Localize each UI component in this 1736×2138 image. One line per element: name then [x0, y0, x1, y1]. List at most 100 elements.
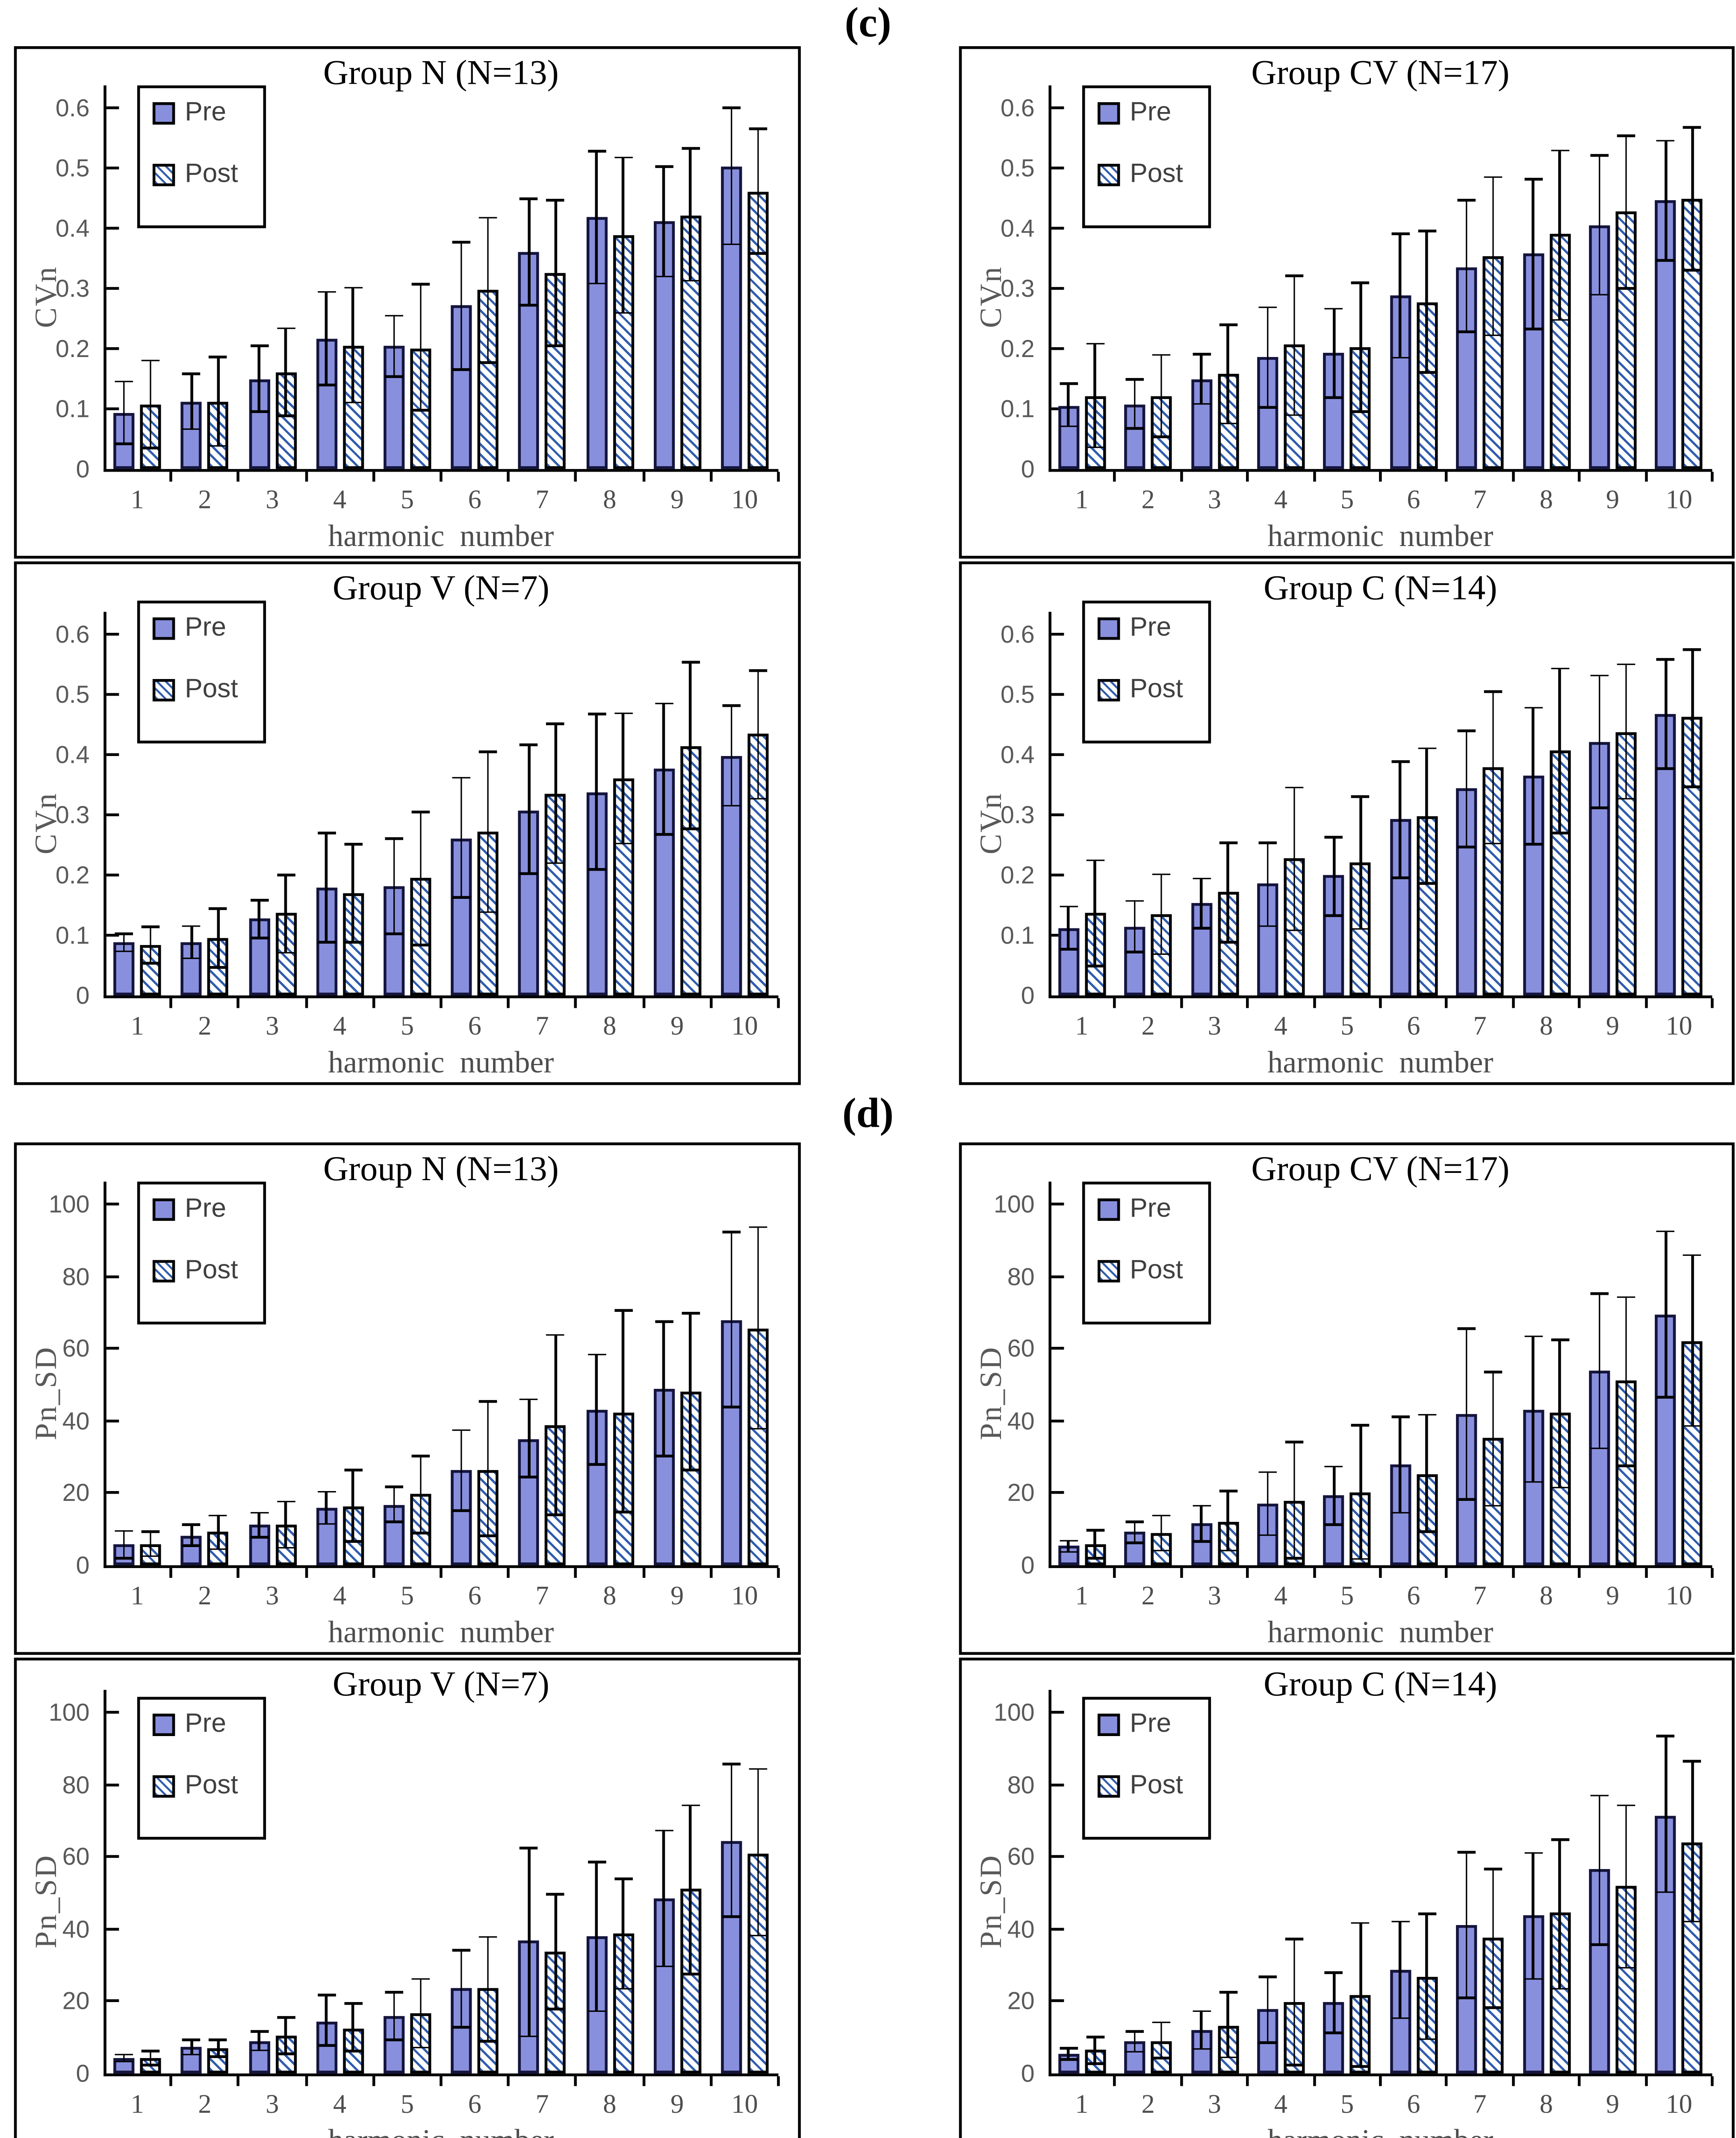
y-tick-label: 0.5	[55, 680, 90, 709]
y-tick-label: 0.2	[55, 861, 90, 889]
error-cap-bottom-post-8	[1550, 319, 1569, 321]
error-line-post-3	[1226, 1491, 1229, 1551]
x-tick-label: 8	[1539, 1582, 1553, 1612]
x-tick-label: 10	[731, 1582, 758, 1612]
error-cap-top-post-4	[344, 2002, 362, 2005]
y-tick-label: 80	[62, 1262, 90, 1290]
x-tick-label: 4	[1274, 1582, 1288, 1612]
error-cap-top-post-8	[1550, 1838, 1569, 1841]
y-tick-label: 0.6	[55, 94, 90, 122]
error-line-pre-8	[1532, 1336, 1534, 1482]
error-cap-bottom-pre-8	[1523, 1481, 1542, 1483]
error-cap-bottom-pre-9	[1590, 1447, 1609, 1450]
x-tick-label: 7	[535, 1012, 549, 1042]
error-line-pre-5	[393, 1487, 395, 1522]
y-axis-line	[103, 85, 106, 472]
y-tick-label: 100	[994, 1698, 1035, 1727]
error-line-post-9	[1625, 136, 1627, 289]
error-line-post-6	[487, 218, 489, 363]
error-cap-bottom-pre-7	[1457, 845, 1476, 848]
error-line-pre-3	[1200, 2011, 1202, 2049]
error-cap-top-pre-4	[317, 1993, 336, 1996]
x-tick	[1445, 1568, 1448, 1578]
error-line-post-3	[284, 875, 287, 953]
error-line-post-2	[217, 357, 219, 446]
x-tick-label: 7	[1473, 1012, 1487, 1042]
y-tick-label: 80	[1007, 1262, 1035, 1290]
error-cap-bottom-post-2	[1152, 436, 1171, 438]
x-tick	[1711, 1568, 1714, 1578]
error-cap-bottom-post-4	[344, 402, 362, 404]
legend-pre-swatch	[152, 617, 175, 640]
x-tick-label: 5	[1340, 486, 1354, 515]
error-cap-top-post-1	[142, 359, 160, 362]
y-tick	[1051, 407, 1064, 410]
error-cap-top-pre-8	[587, 1353, 606, 1355]
error-cap-bottom-post-10	[749, 1934, 767, 1937]
x-tick	[1512, 2076, 1515, 2086]
error-line-pre-7	[1465, 1329, 1468, 1500]
error-cap-bottom-post-1	[1086, 965, 1104, 967]
error-line-post-10	[1691, 1761, 1694, 1922]
x-tick	[574, 998, 578, 1008]
error-cap-bottom-pre-7	[520, 2035, 538, 2038]
error-cap-bottom-pre-3	[1192, 403, 1210, 405]
error-cap-top-pre-10	[1656, 139, 1675, 142]
x-tick-label: 9	[670, 1582, 684, 1612]
x-tick	[169, 1568, 173, 1578]
chart-title: Group C (N=14)	[1264, 1666, 1497, 1704]
error-line-post-2	[1160, 874, 1163, 954]
legend-post-swatch	[152, 164, 175, 186]
error-cap-top-pre-5	[385, 1991, 403, 1994]
error-cap-bottom-pre-9	[655, 833, 673, 836]
error-cap-bottom-pre-2	[1125, 1541, 1144, 1544]
error-cap-top-pre-7	[1457, 1851, 1476, 1854]
error-line-pre-10	[730, 1764, 733, 1917]
legend-pre-label: Pre	[185, 98, 227, 127]
x-tick-label: 6	[1407, 1012, 1420, 1042]
y-axis-line	[103, 611, 106, 998]
y-tick-label: 0	[1021, 981, 1035, 1010]
error-line-pre-1	[1067, 2048, 1070, 2060]
chart-title: Group N (N=13)	[323, 1151, 559, 1189]
error-cap-bottom-post-10	[749, 1427, 767, 1430]
x-tick-label: 5	[1340, 1012, 1354, 1042]
error-line-pre-10	[1665, 659, 1667, 769]
error-cap-bottom-pre-3	[250, 410, 269, 413]
error-line-post-8	[622, 157, 624, 313]
legend: Pre Post	[137, 600, 266, 744]
x-tick	[1578, 1568, 1581, 1578]
error-cap-top-pre-10	[722, 1231, 741, 1233]
error-line-post-9	[1625, 664, 1627, 799]
error-line-pre-4	[325, 1491, 328, 1524]
error-cap-top-pre-10	[1656, 658, 1675, 661]
y-axis-line	[103, 1689, 106, 2076]
error-cap-bottom-post-4	[344, 940, 362, 943]
x-tick	[642, 472, 645, 482]
error-cap-top-post-2	[209, 1514, 227, 1517]
error-cap-top-pre-7	[520, 1847, 538, 1850]
error-line-post-5	[1359, 1922, 1362, 2067]
x-tick-label: 9	[1606, 1012, 1620, 1042]
error-line-post-1	[149, 360, 152, 448]
x-tick-label: 6	[468, 486, 481, 515]
error-cap-bottom-pre-3	[250, 1536, 269, 1539]
y-tick-label: 0.2	[55, 334, 90, 363]
y-tick	[1051, 874, 1064, 877]
error-cap-top-post-9	[1617, 663, 1635, 666]
error-cap-top-pre-9	[1590, 154, 1609, 157]
x-tick-label: 2	[1141, 486, 1155, 515]
x-tick	[1512, 472, 1515, 482]
legend-pre-label: Pre	[185, 1194, 227, 1224]
error-line-post-6	[487, 752, 489, 912]
y-tick-label: 40	[1007, 1915, 1035, 1943]
error-cap-top-pre-6	[452, 776, 471, 779]
error-cap-top-pre-6	[452, 1949, 471, 1952]
error-cap-top-post-6	[1417, 1413, 1436, 1416]
error-cap-bottom-pre-5	[1325, 1524, 1343, 1526]
legend-post-swatch	[152, 679, 175, 702]
error-line-post-1	[149, 927, 152, 963]
x-tick-label: 7	[1473, 1582, 1487, 1612]
error-cap-bottom-pre-1	[1059, 425, 1078, 428]
x-tick-label: 2	[198, 1012, 212, 1042]
